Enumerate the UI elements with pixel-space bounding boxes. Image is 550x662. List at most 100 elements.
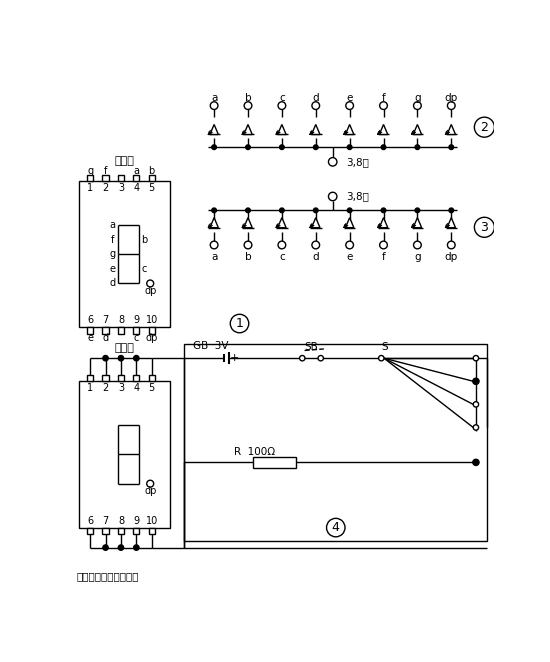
Bar: [148, 175, 155, 181]
Bar: [118, 175, 124, 181]
Circle shape: [378, 355, 384, 361]
Text: 3: 3: [118, 183, 124, 193]
Polygon shape: [311, 124, 320, 134]
Circle shape: [449, 208, 454, 213]
Polygon shape: [278, 218, 286, 228]
Circle shape: [279, 145, 284, 150]
Bar: [87, 528, 93, 534]
Text: S: S: [382, 342, 388, 352]
Text: c: c: [141, 264, 147, 274]
Circle shape: [346, 102, 354, 109]
Polygon shape: [278, 124, 286, 134]
Text: 8: 8: [118, 316, 124, 326]
Text: 4: 4: [332, 521, 340, 534]
Circle shape: [414, 102, 421, 109]
Text: c: c: [279, 93, 285, 103]
Polygon shape: [244, 218, 252, 228]
Text: SB: SB: [305, 342, 318, 352]
Circle shape: [474, 117, 494, 137]
Text: 1: 1: [87, 383, 93, 393]
Text: 电源脚: 电源脚: [115, 343, 135, 353]
Text: 5: 5: [148, 183, 155, 193]
Text: 3: 3: [118, 383, 124, 393]
Text: 7: 7: [102, 516, 109, 526]
Bar: [87, 328, 93, 334]
Polygon shape: [447, 218, 455, 228]
Text: 4: 4: [133, 383, 139, 393]
Circle shape: [278, 102, 286, 109]
Text: c: c: [279, 252, 285, 261]
Text: dp: dp: [146, 333, 158, 343]
Text: f: f: [382, 252, 386, 261]
Bar: [102, 375, 109, 381]
Polygon shape: [379, 218, 388, 228]
Text: d: d: [312, 93, 319, 103]
Text: c: c: [134, 333, 139, 343]
Text: GB  3V: GB 3V: [194, 341, 229, 351]
Bar: [254, 457, 296, 468]
Circle shape: [147, 280, 153, 287]
Bar: [118, 328, 124, 334]
Polygon shape: [345, 124, 354, 134]
Text: 2: 2: [102, 183, 109, 193]
Text: 1: 1: [235, 317, 244, 330]
Bar: [102, 328, 109, 334]
Polygon shape: [379, 124, 388, 134]
Text: d: d: [109, 279, 116, 289]
Bar: [87, 175, 93, 181]
Circle shape: [314, 208, 318, 213]
Circle shape: [448, 102, 455, 109]
Circle shape: [473, 402, 478, 407]
Polygon shape: [210, 124, 218, 134]
Text: b: b: [141, 234, 147, 244]
Circle shape: [473, 355, 478, 361]
Circle shape: [346, 241, 354, 249]
Circle shape: [473, 459, 478, 465]
Circle shape: [318, 355, 323, 361]
Circle shape: [134, 545, 139, 550]
Circle shape: [246, 208, 250, 213]
Text: a: a: [133, 166, 139, 176]
Text: e: e: [87, 333, 93, 343]
Circle shape: [379, 102, 387, 109]
Text: -: -: [216, 354, 220, 363]
Circle shape: [212, 145, 217, 150]
Circle shape: [328, 158, 337, 166]
Polygon shape: [413, 218, 422, 228]
Text: f: f: [382, 93, 386, 103]
Circle shape: [328, 192, 337, 201]
Circle shape: [244, 241, 252, 249]
Circle shape: [348, 145, 352, 150]
Text: e: e: [109, 264, 116, 274]
Text: e: e: [346, 252, 353, 261]
Text: f: f: [111, 234, 114, 244]
Bar: [133, 375, 139, 381]
Text: 1: 1: [87, 183, 93, 193]
Circle shape: [473, 459, 479, 465]
Text: 电源脚: 电源脚: [115, 156, 135, 166]
Circle shape: [473, 378, 479, 385]
Circle shape: [449, 145, 454, 150]
Text: 10: 10: [146, 316, 158, 326]
Text: 8: 8: [118, 516, 124, 526]
Bar: [184, 344, 487, 542]
Circle shape: [246, 145, 250, 150]
Circle shape: [474, 217, 494, 237]
Circle shape: [348, 208, 352, 213]
Text: 2: 2: [102, 383, 109, 393]
Text: g: g: [87, 166, 93, 176]
Bar: [148, 528, 155, 534]
Text: 6: 6: [87, 516, 93, 526]
Bar: [102, 528, 109, 534]
Circle shape: [244, 102, 252, 109]
Text: a: a: [211, 252, 217, 261]
Text: b: b: [245, 252, 251, 261]
Text: 4: 4: [133, 183, 139, 193]
Text: 6: 6: [87, 316, 93, 326]
Circle shape: [314, 145, 318, 150]
Circle shape: [210, 241, 218, 249]
Text: dp: dp: [144, 286, 156, 296]
Polygon shape: [210, 218, 218, 228]
Circle shape: [103, 355, 108, 361]
Circle shape: [118, 355, 124, 361]
